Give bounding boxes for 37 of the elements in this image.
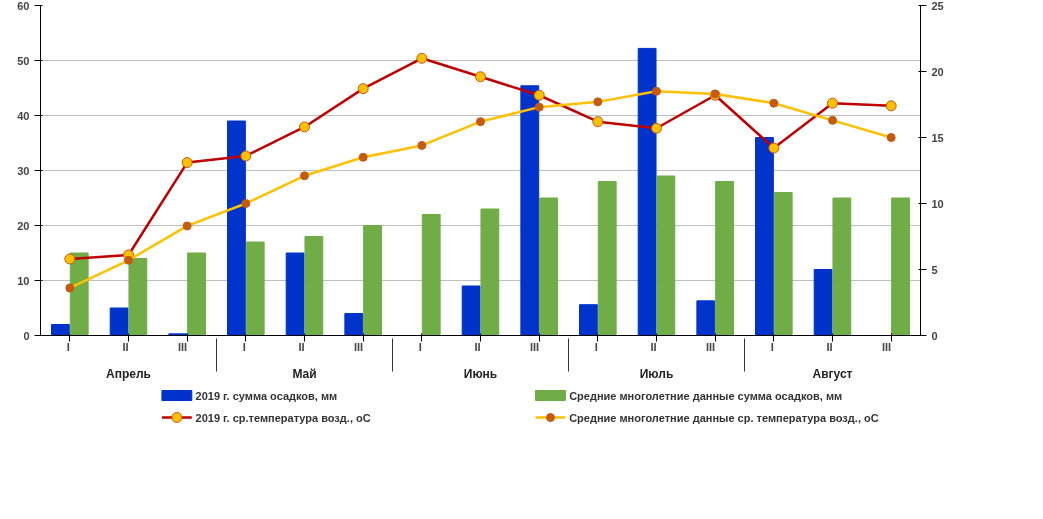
y2-tick-label: 15 xyxy=(931,131,944,144)
y2-tick-label: 25 xyxy=(931,0,944,12)
legend-label: 2019 г. ср.температура возд., оС xyxy=(195,411,371,424)
x-tick-label: II xyxy=(474,340,481,353)
y2-tick-label: 0 xyxy=(931,329,938,342)
y-tick-label: 60 xyxy=(17,0,30,12)
text: Май xyxy=(292,366,317,381)
y2-tick-label: 10 xyxy=(931,197,944,210)
text: Июнь xyxy=(463,366,498,381)
x-tick-label: III xyxy=(706,340,716,353)
x-tick-label: I xyxy=(770,340,774,353)
x-tick-label: II xyxy=(298,340,305,353)
y-tick-label: 20 xyxy=(17,219,30,232)
x-tick-label: III xyxy=(178,340,188,353)
y-tick-label: 30 xyxy=(17,164,30,177)
y-tick-label: 40 xyxy=(17,109,30,122)
x-tick-label: I xyxy=(242,340,246,353)
x-tick-label: III xyxy=(530,340,540,353)
x-tick-label: III xyxy=(882,340,892,353)
x-tick-label: III xyxy=(354,340,364,353)
text: Апрель xyxy=(106,366,151,381)
x-tick-label: II xyxy=(826,340,833,353)
text: Август xyxy=(812,366,853,381)
legend-label: Средние многолетние данные ср. температура возд., оС xyxy=(569,411,879,424)
y2-tick-label: 20 xyxy=(931,65,944,78)
legend-label: 2019 г. сумма осадков, мм xyxy=(195,389,338,402)
x-tick-label: I xyxy=(66,340,70,353)
y-tick-label: 10 xyxy=(17,274,30,287)
x-tick-label: II xyxy=(122,340,129,353)
y-tick-label: 0 xyxy=(23,329,30,342)
x-tick-label: I xyxy=(594,340,598,353)
x-tick-label: II xyxy=(650,340,657,353)
text: Июль xyxy=(639,366,674,381)
x-tick-label: I xyxy=(418,340,422,353)
legend-label: Средние многолетние данные сумма осадков, мм xyxy=(569,389,843,402)
y2-tick-label: 5 xyxy=(931,263,938,276)
y-tick-label: 50 xyxy=(17,54,30,67)
